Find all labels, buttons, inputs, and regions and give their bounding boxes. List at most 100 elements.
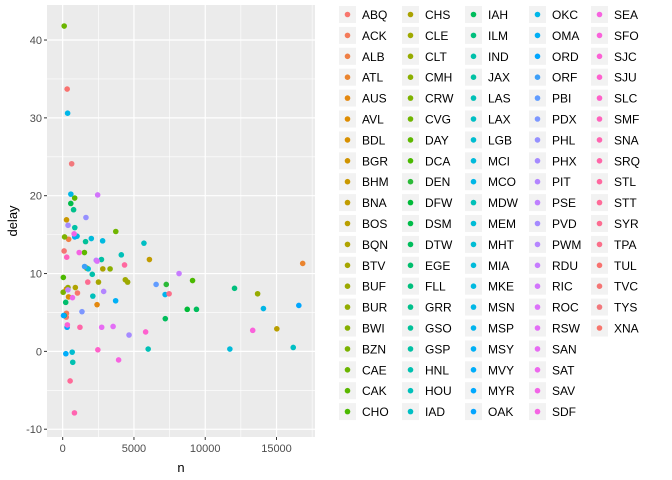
legend-label-abq: ABQ — [362, 8, 387, 22]
legend-label-bur: BUR — [362, 301, 388, 315]
point-msy — [112, 297, 119, 304]
y-tick-label: 0 — [36, 346, 42, 358]
point-atl — [299, 260, 306, 267]
legend-label-mem: MEM — [488, 217, 516, 231]
point-bna — [146, 256, 153, 263]
point-dtw — [193, 306, 200, 313]
point-iad — [141, 240, 147, 246]
y-axis-ticks: -10 0 10 20 30 40 — [26, 35, 47, 436]
y-tick-label: 20 — [30, 191, 42, 203]
legend-key-dot — [407, 325, 414, 331]
legend-key-dot — [596, 95, 603, 101]
legend-key-dot — [344, 32, 351, 39]
legend-label-bhm: BHM — [362, 175, 389, 189]
point-pse — [65, 287, 71, 293]
legend-key-dot — [407, 95, 414, 101]
legend-label-grr: GRR — [425, 301, 452, 315]
legend-key-dot — [534, 53, 541, 60]
point-cak — [71, 195, 78, 201]
legend-label-mci: MCI — [488, 154, 510, 168]
legend-label-buf: BUF — [362, 280, 386, 294]
legend-label-rdu: RDU — [552, 259, 578, 273]
point-mia — [227, 346, 233, 352]
legend-key-dot — [596, 11, 603, 18]
point-gso — [82, 238, 89, 245]
legend-label-pit: PIT — [552, 175, 571, 189]
legend-key-dot — [534, 283, 541, 290]
legend-label-syr: SYR — [614, 217, 639, 231]
legend-label-smf: SMF — [614, 113, 639, 127]
legend-key-dot — [407, 220, 414, 227]
legend-label-tpa: TPA — [614, 238, 636, 252]
legend-label-tys: TYS — [614, 301, 637, 315]
legend-key-dot — [407, 32, 414, 39]
x-tick-label: 5000 — [122, 443, 146, 455]
data-points — [60, 23, 306, 416]
point-gsp — [71, 224, 78, 231]
point-jax — [98, 256, 105, 263]
legend-label-cak: CAK — [362, 384, 387, 398]
point-sdf — [76, 249, 82, 256]
legend-key-dot — [534, 346, 541, 352]
point-sju — [142, 329, 149, 335]
legend-key-dot — [470, 241, 477, 248]
legend-key-dot — [344, 408, 351, 415]
legend-label-phx: PHX — [552, 154, 577, 168]
legend-label-pdx: PDX — [552, 113, 577, 127]
legend-key-dot — [534, 32, 541, 39]
point-den — [163, 281, 170, 288]
legend-label-sjc: SJC — [614, 50, 637, 64]
point-ric — [94, 192, 101, 198]
legend-label-sav: SAV — [552, 384, 575, 398]
legend-label-btv: BTV — [362, 259, 385, 273]
point-dca — [189, 277, 196, 284]
legend-key-dot — [407, 199, 414, 206]
legend-key-dot — [407, 304, 414, 310]
legend-label-ord: ORD — [552, 50, 579, 64]
legend-key-dot — [596, 304, 603, 310]
point-bhm — [63, 217, 70, 223]
legend-label-mvy: MVY — [488, 363, 514, 377]
point-myr — [60, 312, 67, 319]
point-cle — [122, 276, 129, 283]
grid-major — [47, 5, 315, 437]
legend-label-mco: MCO — [488, 175, 516, 189]
legend-label-san: SAN — [552, 342, 577, 356]
legend-label-rsw: RSW — [552, 322, 581, 336]
legend-label-msn: MSN — [488, 301, 515, 315]
point-mci — [88, 235, 95, 242]
point-xna — [74, 290, 81, 296]
x-axis-title: n — [177, 460, 184, 475]
legend-key-dot — [534, 408, 541, 415]
point-cvg — [112, 228, 119, 235]
legend-label-jax: JAX — [488, 71, 510, 85]
legend-key-dot — [407, 408, 414, 415]
legend-label-sfo: SFO — [614, 29, 639, 43]
point-tul — [64, 86, 70, 92]
legend-key-dot — [470, 137, 477, 143]
legend-label-dtw: DTW — [425, 238, 453, 252]
legend-label-crw: CRW — [425, 92, 454, 106]
legend-label-msy: MSY — [488, 342, 514, 356]
point-rdu — [176, 270, 182, 277]
point-pdx — [79, 308, 85, 315]
point-phx — [126, 332, 132, 338]
legend-label-stl: STL — [614, 175, 636, 189]
point-smf — [63, 254, 70, 260]
legend-label-day: DAY — [425, 133, 449, 147]
legend-label-dca: DCA — [425, 154, 450, 168]
legend-key-dot — [596, 53, 603, 60]
legend-key-dot — [534, 387, 541, 394]
legend-key-dot — [534, 304, 541, 310]
legend-key-dot — [344, 367, 351, 373]
point-ord — [296, 302, 302, 309]
legend-key-dot — [470, 178, 477, 185]
point-ind — [89, 271, 96, 278]
legend-label-mke: MKE — [488, 280, 514, 294]
legend-key-dot — [470, 199, 477, 206]
legend-key-dot — [344, 158, 351, 164]
legend-label-cmh: CMH — [425, 71, 452, 85]
legend-key-dot — [344, 11, 351, 18]
legend-key-dot — [407, 387, 414, 394]
legend-label-pwm: PWM — [552, 238, 581, 252]
